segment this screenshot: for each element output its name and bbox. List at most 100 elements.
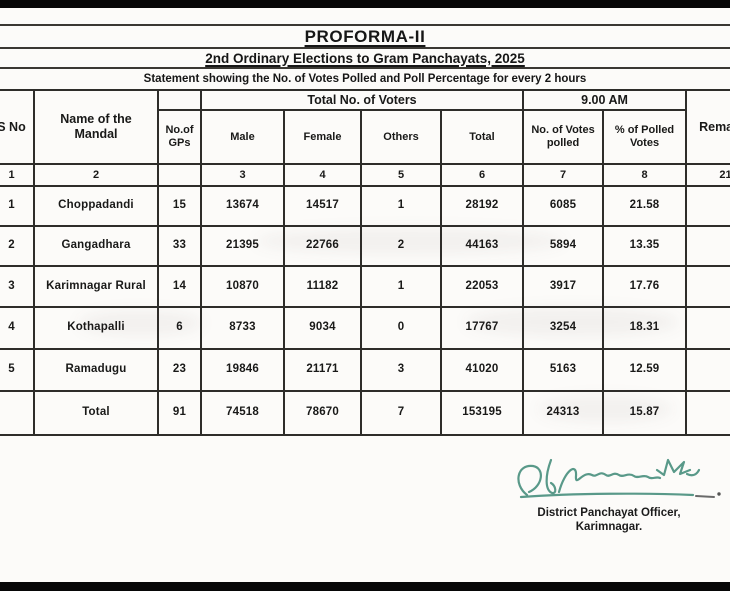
cell-remarks <box>685 348 730 392</box>
cell-male: 74518 <box>200 390 285 436</box>
cell-sno: 4 <box>0 306 35 350</box>
cell-female: 78670 <box>283 390 362 436</box>
scan-border-bottom <box>0 582 730 591</box>
col-header-female: Female <box>283 109 362 165</box>
cell-female: 21171 <box>283 348 362 392</box>
cell-remarks <box>685 390 730 436</box>
colnum-5: 5 <box>360 163 442 187</box>
cell-pct: 12.59 <box>602 348 688 392</box>
statement-row: Statement showing the No. of Votes Polle… <box>0 69 730 89</box>
colnum-3: 3 <box>200 163 285 187</box>
group-header-time: 9.00 AM <box>522 89 688 111</box>
cell-votes-polled: 3254 <box>522 306 605 350</box>
col-header-gps: No.of GPs <box>157 109 202 165</box>
cell-total: 28192 <box>439 185 525 227</box>
cell-total: 153195 <box>439 390 525 436</box>
signature-ink-icon <box>517 458 721 499</box>
cell-mandal: Ramadugu <box>33 348 159 392</box>
table-row: 4 Kothapalli 6 8733 9034 0 17767 3254 18… <box>0 306 730 350</box>
table-row: 5 Ramadugu 23 19846 21171 3 41020 5163 1… <box>0 348 730 392</box>
cell-gps: 23 <box>157 348 202 392</box>
results-table-wrap: S No Name of the Mandal Total No. of Vot… <box>0 89 730 436</box>
table-total-row: Total 91 74518 78670 7 153195 24313 15.8… <box>0 390 730 436</box>
cell-total: 41020 <box>439 348 525 392</box>
cell-sno: 3 <box>0 265 35 308</box>
cell-total: 44163 <box>439 225 525 267</box>
cell-others: 1 <box>360 265 442 308</box>
cell-male: 21395 <box>200 225 285 267</box>
cell-others: 0 <box>360 306 442 350</box>
colnum-8: 8 <box>602 163 688 187</box>
statement-text: Statement showing the No. of Votes Polle… <box>143 73 587 85</box>
cell-female: 14517 <box>283 185 362 227</box>
cell-gps: 14 <box>157 265 202 308</box>
cell-votes-polled: 3917 <box>522 265 605 308</box>
title-row: PROFORMA-II <box>0 26 730 49</box>
cell-mandal: Kothapalli <box>33 306 159 350</box>
colnum-4: 4 <box>283 163 362 187</box>
cell-sno: 2 <box>0 225 35 267</box>
group-header-total-voters: Total No. of Voters <box>199 89 525 111</box>
signature-block: District Panchayat Officer, Karimnagar. <box>495 450 723 535</box>
cell-female: 22766 <box>283 225 362 267</box>
cell-male: 8733 <box>200 306 285 350</box>
cell-gps: 6 <box>157 306 202 350</box>
cell-pct: 21.58 <box>602 185 688 227</box>
cell-votes-polled: 5163 <box>522 348 605 392</box>
colnum-7: 7 <box>522 163 605 187</box>
table-row: 1 Choppadandi 15 13674 14517 1 28192 608… <box>0 185 730 227</box>
signatory-title: District Panchayat Officer, <box>537 507 681 519</box>
cell-male: 13674 <box>200 185 285 227</box>
table-row: 2 Gangadhara 33 21395 22766 2 44163 5894… <box>0 225 730 267</box>
col-header-votes-polled: No. of Votes polled <box>522 109 605 165</box>
cell-remarks <box>685 306 730 350</box>
cell-mandal: Karimnagar Rural <box>33 265 159 308</box>
cell-female: 11182 <box>283 265 362 308</box>
cell-total-label: Total <box>33 390 159 436</box>
col-header-pct-polled: % of Polled Votes <box>602 109 688 165</box>
col-header-remarks: Remarks <box>685 89 730 165</box>
cell-male: 19846 <box>200 348 285 392</box>
results-table: S No Name of the Mandal Total No. of Vot… <box>0 89 730 436</box>
cell-remarks <box>685 265 730 308</box>
cell-votes-polled: 24313 <box>522 390 605 436</box>
subtitle-row: 2nd Ordinary Elections to Gram Panchayat… <box>0 49 730 69</box>
col-header-others: Others <box>360 109 442 165</box>
cell-sno: 1 <box>0 185 35 227</box>
cell-sno: 5 <box>0 348 35 392</box>
cell-others: 7 <box>360 390 442 436</box>
ruled-strip <box>0 8 730 26</box>
cell-votes-polled: 6085 <box>522 185 605 227</box>
cell-pct: 13.35 <box>602 225 688 267</box>
colnum-gps <box>157 163 202 187</box>
cell-mandal: Choppadandi <box>33 185 159 227</box>
col-header-total: Total <box>439 109 525 165</box>
colnum-remarks: 21 <box>685 163 730 187</box>
cell-gps: 33 <box>157 225 202 267</box>
cell-total: 22053 <box>439 265 525 308</box>
gps-banner-empty-cell <box>157 89 202 111</box>
page-subtitle: 2nd Ordinary Elections to Gram Panchayat… <box>205 50 525 66</box>
cell-female: 9034 <box>283 306 362 350</box>
cell-others: 1 <box>360 185 442 227</box>
col-header-sno: S No <box>0 89 35 165</box>
cell-gps: 91 <box>157 390 202 436</box>
page-title: PROFORMA-II <box>304 26 426 46</box>
cell-pct: 18.31 <box>602 306 688 350</box>
cell-total: 17767 <box>439 306 525 350</box>
column-number-row: 1 2 3 4 5 6 7 8 21 <box>0 163 730 187</box>
cell-gps: 15 <box>157 185 202 227</box>
signatory-place: Karimnagar. <box>575 521 643 534</box>
colnum-2: 2 <box>33 163 159 187</box>
cell-others: 3 <box>360 348 442 392</box>
cell-votes-polled: 5894 <box>522 225 605 267</box>
cell-male: 10870 <box>200 265 285 308</box>
col-header-male: Male <box>200 109 285 165</box>
cell-remarks <box>685 185 730 227</box>
colnum-6: 6 <box>439 163 525 187</box>
cell-remarks <box>685 225 730 267</box>
cell-sno <box>0 390 35 436</box>
cell-pct: 15.87 <box>602 390 688 436</box>
cell-mandal: Gangadhara <box>33 225 159 267</box>
